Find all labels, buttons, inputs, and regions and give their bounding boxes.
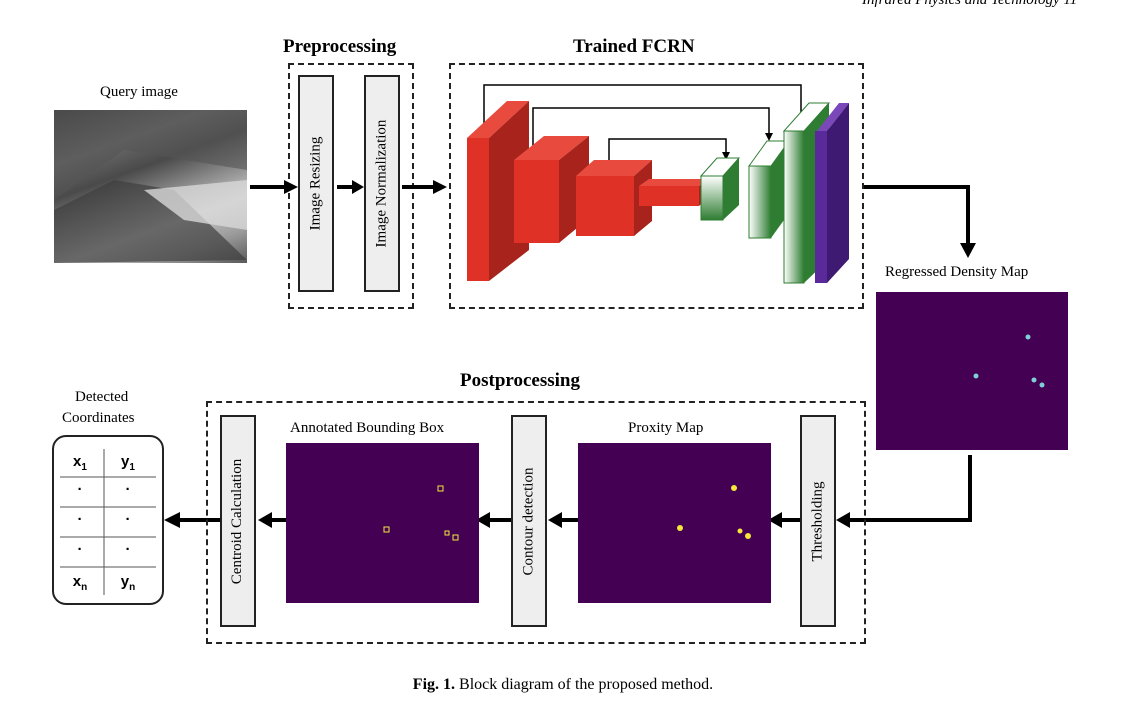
coord-dot: · — [108, 511, 148, 528]
density-point — [1032, 378, 1037, 383]
coord-dot: · — [60, 481, 100, 498]
bounding-box-label: Annotated Bounding Box — [290, 420, 444, 437]
contour-detection-box: Contour detection — [511, 415, 547, 627]
bounding-box — [438, 486, 443, 491]
thresholding-box: Thresholding — [800, 415, 836, 627]
proxity-point — [738, 529, 743, 534]
density-point — [974, 374, 979, 379]
proxity-point — [745, 533, 751, 539]
bounding-box — [445, 531, 449, 535]
coordinates-table: x1 y1 · · · · · · xn yn — [52, 435, 164, 605]
coord-x1: x1 — [60, 453, 100, 473]
detected-coordinates-label-1: Detected — [75, 389, 128, 406]
density-point — [1026, 335, 1031, 340]
bounding-box — [453, 535, 458, 540]
coord-yn: yn — [108, 573, 148, 593]
postprocessing-title: Postprocessing — [460, 370, 580, 392]
density-map-label: Regressed Density Map — [885, 264, 1028, 281]
coord-dot: · — [108, 541, 148, 558]
coord-dot: · — [60, 541, 100, 558]
proxity-point — [677, 525, 683, 531]
proxity-map — [578, 443, 771, 603]
coord-dot: · — [108, 481, 148, 498]
figure-caption-text: Block diagram of the proposed method. — [459, 676, 713, 693]
figure-caption: Fig. 1. Block diagram of the proposed me… — [0, 676, 1126, 694]
density-point — [1040, 383, 1045, 388]
annotated-bounding-box-map — [286, 443, 479, 603]
figure-number: Fig. 1. — [413, 676, 455, 693]
bounding-box — [384, 527, 389, 532]
proxity-point — [731, 485, 737, 491]
coord-dot: · — [60, 511, 100, 528]
regressed-density-map — [876, 292, 1068, 450]
detected-coordinates-label-2: Coordinates — [62, 410, 135, 427]
centroid-calculation-box: Centroid Calculation — [220, 415, 256, 627]
coord-y1: y1 — [108, 453, 148, 473]
coord-xn: xn — [60, 573, 100, 593]
proxity-map-label: Proxity Map — [628, 420, 703, 437]
